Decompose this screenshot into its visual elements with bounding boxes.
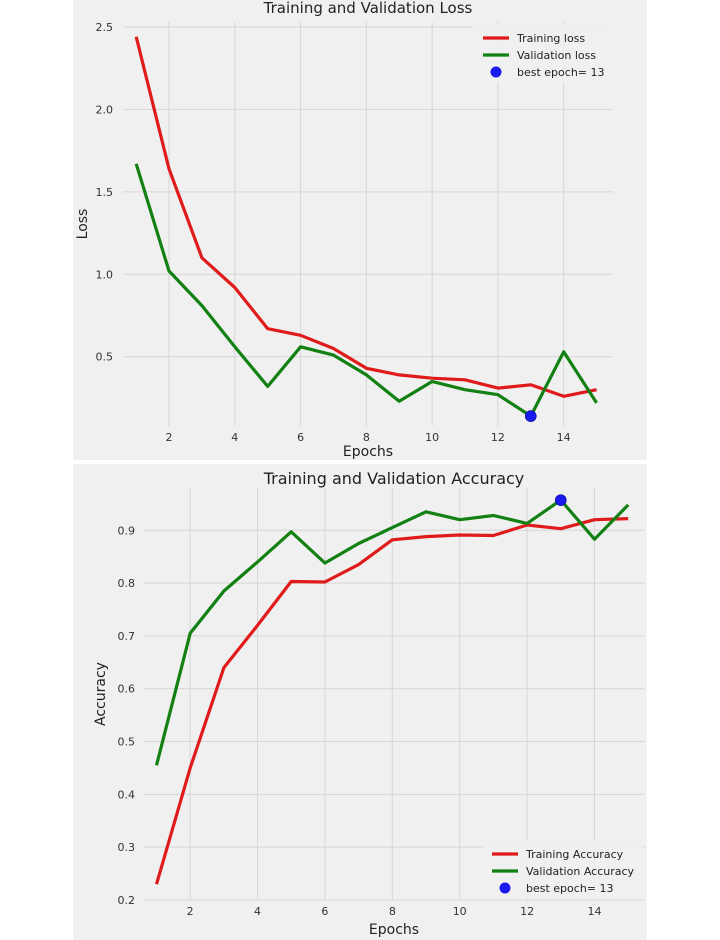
loss-y-tick-4: 2.5 [96, 21, 114, 34]
loss-chart: Training and Validation Loss 2 4 6 8 10 12 14 0.… [75, 0, 613, 460]
acc-legend-label-0: Training Accuracy [525, 848, 624, 861]
loss-legend-label-best: best epoch= 13 [517, 66, 605, 79]
loss-x-tick-2: 2 [166, 431, 173, 444]
loss-x-tick-4: 4 [231, 431, 238, 444]
loss-y-tick-0: 0.5 [96, 351, 114, 364]
acc-x-axis-label: Epochs [369, 922, 419, 938]
loss-y-tick-2: 1.5 [96, 186, 114, 199]
accuracy-chart: Training and Validation Accuracy 2 4 6 8 10 12… [93, 469, 645, 938]
loss-x-tick-12: 12 [491, 431, 505, 444]
acc-x-tick-14: 14 [587, 905, 601, 918]
acc-y-tick-4: 0.6 [118, 683, 136, 696]
loss-y-tick-1: 1.0 [96, 268, 114, 281]
loss-chart-title: Training and Validation Loss [263, 0, 473, 17]
acc-y-axis-label: Accuracy [93, 662, 109, 726]
acc-x-tick-10: 10 [453, 905, 467, 918]
acc-x-tick-6: 6 [321, 905, 328, 918]
acc-y-tick-2: 0.4 [118, 788, 136, 801]
acc-x-tick-12: 12 [520, 905, 534, 918]
loss-series-0-line [134, 36, 597, 398]
loss-x-tick-8: 8 [363, 431, 370, 444]
loss-y-axis-label: Loss [75, 209, 91, 240]
loss-x-tick-6: 6 [297, 431, 304, 444]
acc-series-1-line [154, 498, 630, 766]
accuracy-chart-panel: Training and Validation Accuracy 2 4 6 8 10 12… [73, 464, 647, 940]
loss-x-tick-10: 10 [425, 431, 439, 444]
loss-best-epoch-point [524, 410, 537, 422]
acc-legend-label-best: best epoch= 13 [526, 882, 614, 895]
loss-x-axis-label: Epochs [343, 444, 393, 460]
loss-y-tick-3: 2.0 [96, 103, 114, 116]
acc-y-tick-0: 0.2 [118, 894, 136, 907]
acc-x-tick-8: 8 [389, 905, 396, 918]
acc-y-tick-6: 0.8 [118, 577, 136, 590]
acc-y-tick-5: 0.7 [118, 630, 136, 643]
acc-chart-title: Training and Validation Accuracy [263, 469, 525, 488]
acc-legend-swatch-best [499, 882, 511, 894]
loss-legend-swatch-best [490, 66, 502, 78]
acc-x-tick-4: 4 [254, 905, 261, 918]
loss-x-tick-14: 14 [557, 431, 571, 444]
loss-legend-label-0: Training loss [516, 32, 585, 45]
loss-chart-panel: Training and Validation Loss 2 4 6 8 10 12 14 0.… [73, 0, 647, 460]
acc-y-tick-1: 0.3 [118, 841, 136, 854]
acc-best-epoch-point [554, 494, 567, 506]
acc-series-0-line [154, 517, 629, 885]
acc-y-tick-3: 0.5 [118, 736, 136, 749]
acc-legend-label-1: Validation Accuracy [526, 865, 635, 878]
acc-x-tick-2: 2 [187, 905, 194, 918]
acc-y-tick-7: 0.9 [118, 524, 136, 537]
loss-series-1-line [134, 163, 598, 418]
acc-legend-box [482, 840, 643, 898]
loss-legend-label-1: Validation loss [517, 49, 596, 62]
